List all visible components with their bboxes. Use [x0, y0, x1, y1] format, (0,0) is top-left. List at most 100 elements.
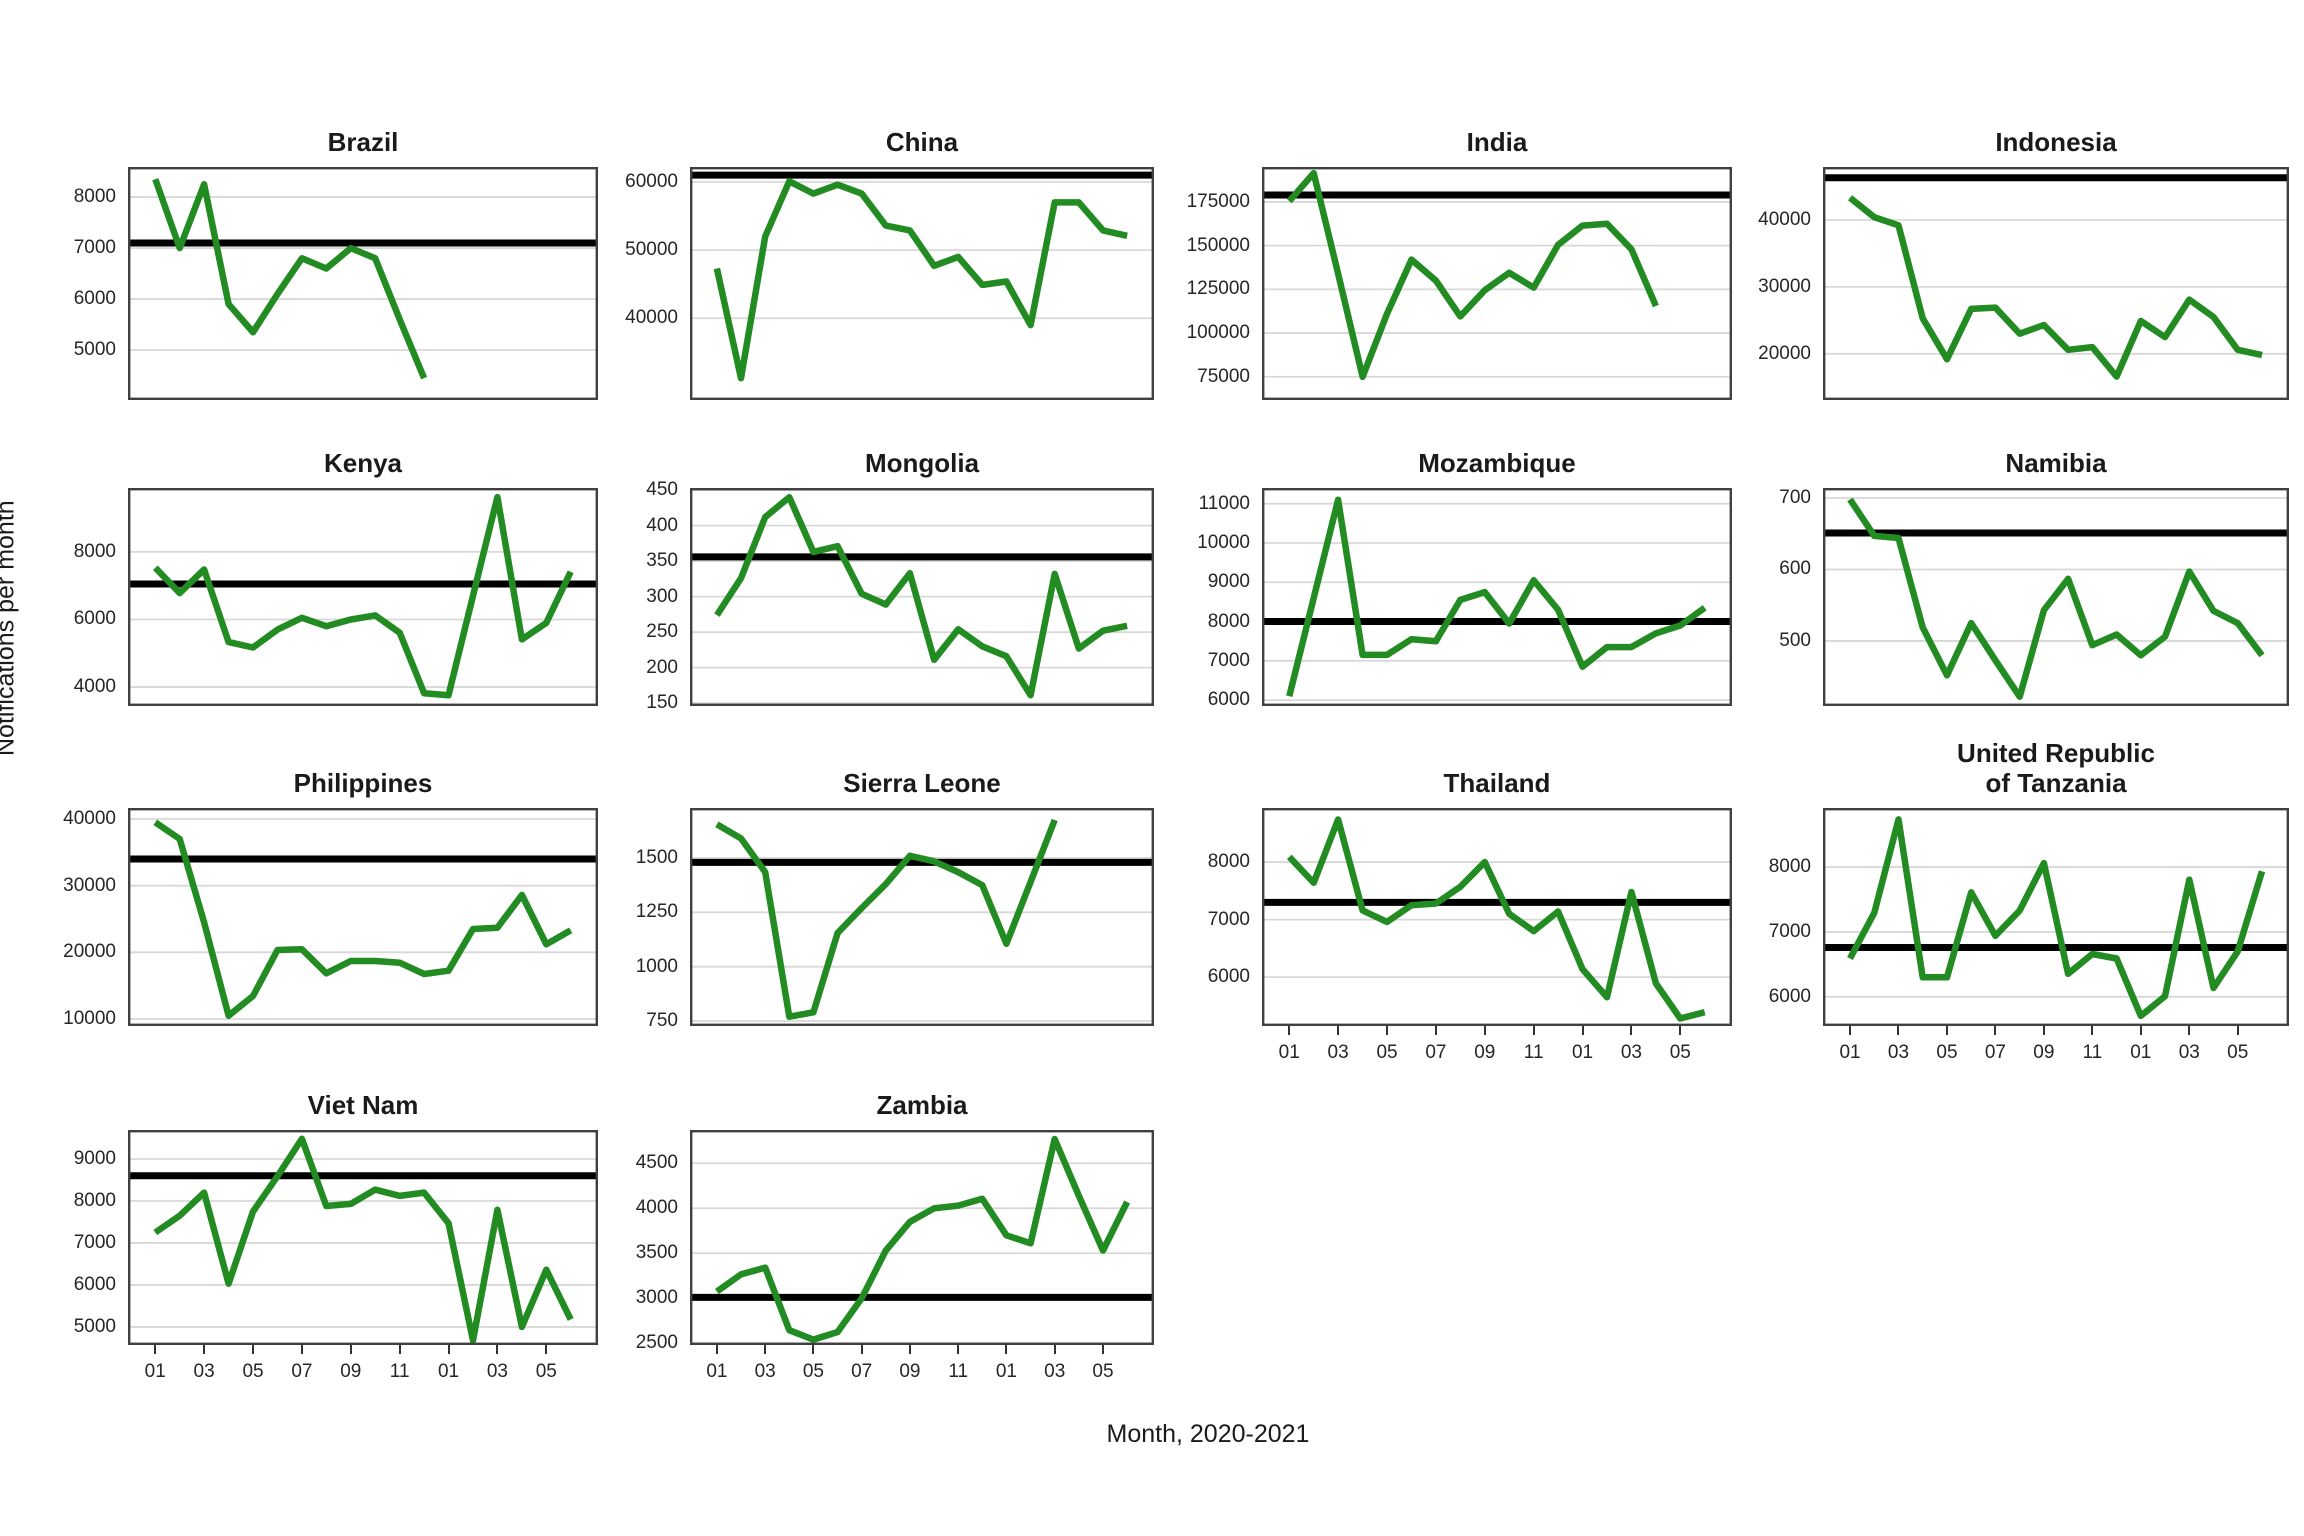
- x-tick-mark: [252, 1345, 255, 1354]
- y-tick-label: 175000: [1186, 190, 1250, 212]
- x-tick-mark: [1101, 1345, 1104, 1354]
- y-tick-label: 7000: [73, 237, 116, 259]
- x-tick-label: 01: [995, 1361, 1017, 1382]
- data-line-mongolia: [714, 493, 1128, 699]
- data-line-india: [1286, 169, 1659, 381]
- facet-panel-philippines: [128, 808, 598, 1026]
- x-tick-label: 11: [948, 1361, 969, 1382]
- x-tick-mark: [2139, 1026, 2142, 1035]
- panel-border: [128, 167, 598, 400]
- x-tick-label: 05: [2227, 1042, 2249, 1063]
- x-tick-label: 01: [1278, 1042, 1300, 1063]
- x-tick-label: 09: [340, 1361, 362, 1382]
- data-line-united-republic-of-tanzania: [1847, 816, 2266, 1020]
- x-tick-label: 09: [899, 1361, 921, 1382]
- x-tick-label: 03: [2178, 1042, 2200, 1063]
- y-tick-label: 11000: [1198, 492, 1250, 514]
- y-tick-label: 20000: [1758, 342, 1811, 364]
- x-tick-mark: [1005, 1345, 1008, 1354]
- facet-panel-namibia: [1823, 488, 2289, 706]
- x-tick-label: 05: [1376, 1042, 1398, 1063]
- x-tick-label: 07: [291, 1361, 313, 1382]
- facet-panel-sierra-leone: [690, 808, 1154, 1026]
- x-tick-mark: [2236, 1026, 2239, 1035]
- y-tick-label: 20000: [63, 941, 116, 963]
- y-tick-label: 3000: [635, 1287, 678, 1309]
- x-tick-label: 01: [144, 1361, 166, 1382]
- y-tick-label: 600: [1779, 558, 1811, 580]
- panel-border: [690, 167, 1154, 400]
- panel-border: [1823, 167, 2289, 400]
- y-tick-label: 75000: [1197, 365, 1250, 387]
- x-tick-label: 09: [1474, 1042, 1496, 1063]
- data-line-indonesia: [1847, 195, 2263, 380]
- y-tick-label: 300: [646, 585, 678, 607]
- x-tick-mark: [1483, 1026, 1486, 1035]
- x-tick-label: 09: [2033, 1042, 2055, 1063]
- panel-border: [1262, 808, 1732, 1026]
- x-tick-mark: [447, 1345, 450, 1354]
- y-tick-label: 5000: [73, 339, 116, 361]
- y-tick-label: 7000: [1207, 908, 1250, 930]
- y-tick-label: 450: [646, 479, 678, 501]
- x-tick-label: 05: [1092, 1361, 1114, 1382]
- x-tick-label: 01: [1839, 1042, 1861, 1063]
- x-tick-mark: [1994, 1026, 1997, 1035]
- facet-title-indonesia: Indonesia: [1995, 127, 2117, 157]
- y-tick-label: 500: [1779, 629, 1811, 651]
- panel-border: [1823, 488, 2289, 706]
- data-line-viet-nam: [153, 1135, 574, 1344]
- facet-panel-india: [1262, 167, 1732, 400]
- data-line-zambia: [715, 1135, 1131, 1343]
- x-tick-mark: [1945, 1026, 1948, 1035]
- panel-border: [128, 1130, 598, 1345]
- panel-border: [128, 808, 598, 1026]
- facet-panel-thailand: [1262, 808, 1732, 1026]
- x-tick-label: 03: [754, 1361, 776, 1382]
- x-tick-mark: [2042, 1026, 2045, 1035]
- x-tick-mark: [764, 1345, 767, 1354]
- y-tick-label: 10000: [63, 1008, 116, 1029]
- y-tick-label: 6000: [1207, 689, 1250, 711]
- x-tick-label: 05: [1936, 1042, 1958, 1063]
- x-tick-label: 07: [1984, 1042, 2006, 1063]
- facet-panel-brazil: [128, 167, 598, 400]
- y-tick-label: 8000: [1207, 610, 1250, 632]
- y-tick-label: 40000: [1758, 208, 1811, 230]
- x-tick-label: 01: [2130, 1042, 2152, 1063]
- y-tick-label: 150: [646, 692, 678, 714]
- y-tick-label: 40000: [625, 307, 678, 329]
- x-tick-label: 01: [437, 1361, 460, 1382]
- facet-panel-mongolia: [690, 488, 1154, 706]
- y-tick-label: 7000: [1768, 920, 1811, 942]
- y-tick-label: 150000: [1186, 234, 1250, 256]
- x-tick-label: 03: [193, 1361, 215, 1382]
- y-tick-label: 7000: [73, 1231, 116, 1253]
- facet-title-brazil: Brazil: [327, 127, 399, 157]
- x-tick-mark: [1630, 1026, 1633, 1035]
- x-tick-mark: [1386, 1026, 1389, 1035]
- x-tick-mark: [349, 1345, 352, 1354]
- x-tick-label: 11: [389, 1361, 410, 1382]
- y-tick-label: 400: [646, 514, 678, 536]
- y-tick-label: 6000: [1207, 966, 1250, 988]
- x-tick-label: 05: [1669, 1042, 1691, 1063]
- x-tick-mark: [1053, 1345, 1056, 1354]
- facet-title-mozambique: Mozambique: [1418, 448, 1576, 478]
- y-tick-label: 6000: [1768, 985, 1811, 1007]
- y-tick-label: 30000: [63, 874, 116, 896]
- x-tick-mark: [1849, 1026, 1852, 1035]
- x-axis-title: Month, 2020-2021: [1106, 1420, 1310, 1448]
- panel-border: [690, 808, 1154, 1026]
- facet-title-india: India: [1466, 127, 1528, 157]
- panel-border: [690, 488, 1154, 706]
- facet-panel-china: [690, 167, 1154, 400]
- x-tick-label: 07: [851, 1361, 873, 1382]
- y-tick-label: 8000: [73, 540, 116, 562]
- data-line-kenya: [152, 493, 574, 699]
- x-tick-mark: [154, 1345, 157, 1354]
- facet-panel-united-republic-of-tanzania: [1823, 808, 2289, 1026]
- panel-border: [1262, 488, 1732, 706]
- y-tick-label: 9000: [73, 1147, 116, 1169]
